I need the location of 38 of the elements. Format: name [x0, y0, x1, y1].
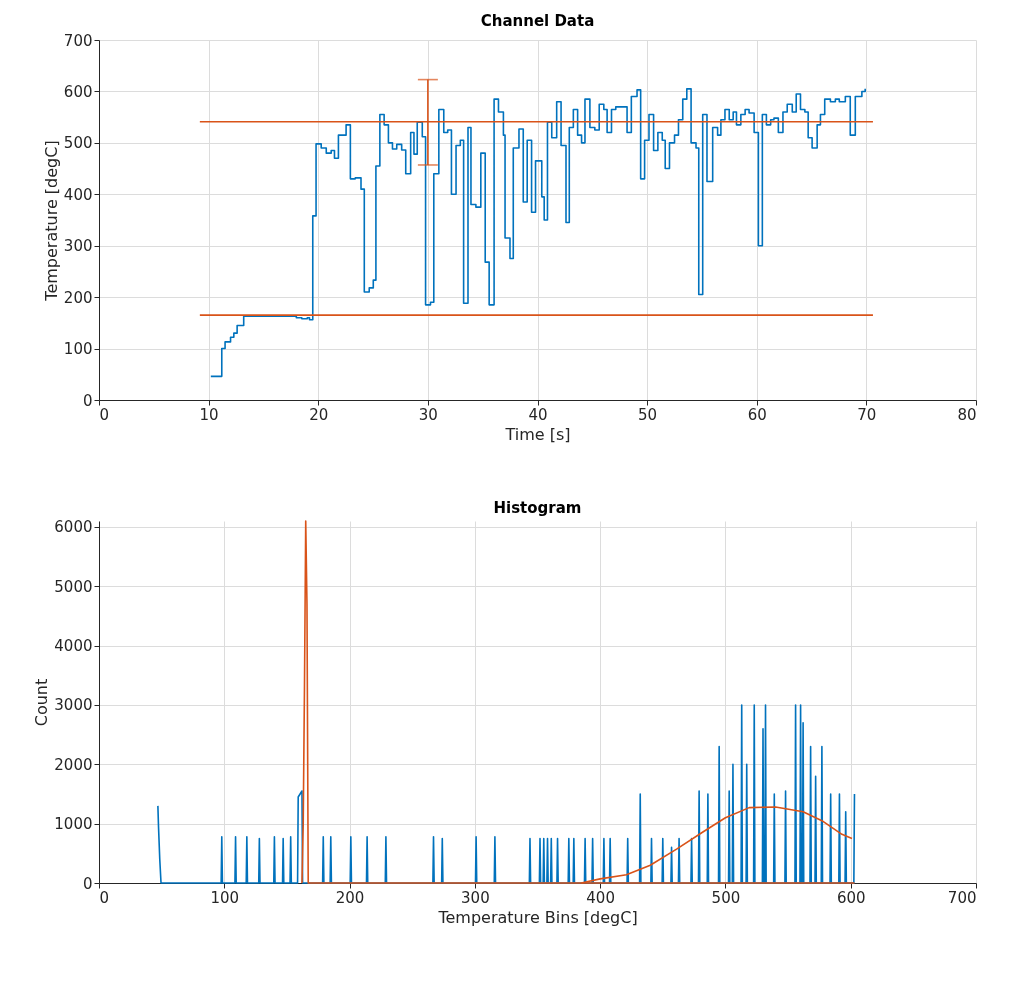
x-tick-label: 300 [461, 888, 490, 907]
x-tick-label: 600 [836, 888, 866, 907]
y-tick-label: 0 [82, 391, 93, 410]
y-axis-title: Temperature [degC] [41, 140, 61, 302]
y-tick-label: 700 [63, 31, 93, 50]
x-axis-title: Temperature Bins [degC] [437, 907, 638, 927]
y-tick-label: 4000 [54, 637, 93, 656]
y-tick-label: 300 [63, 237, 93, 256]
x-tick-label: 40 [528, 405, 548, 424]
x-tick-label: 100 [210, 888, 240, 907]
chart-title: Channel Data [480, 12, 595, 30]
x-tick-label: 10 [199, 405, 219, 424]
y-tick-label: 1000 [54, 815, 93, 834]
x-tick-label: 200 [335, 888, 365, 907]
x-tick-label: 50 [638, 405, 658, 424]
x-tick-label: 20 [309, 405, 329, 424]
y-tick-label: 5000 [54, 577, 93, 596]
x-tick-label: 500 [711, 888, 741, 907]
x-tick-label: 70 [857, 405, 877, 424]
x-tick-label: 700 [947, 888, 977, 907]
y-tick-label: 600 [63, 82, 93, 101]
x-tick-label: 30 [418, 405, 438, 424]
x-tick-label: 60 [747, 405, 767, 424]
y-axis-title: Count [32, 678, 52, 727]
y-tick-label: 400 [63, 185, 93, 204]
x-tick-label: 400 [586, 888, 615, 907]
chart-title: Histogram [493, 498, 582, 517]
x-tick-label: 0 [99, 405, 110, 424]
y-tick-label: 2000 [54, 755, 93, 774]
x-tick-label: 80 [957, 405, 977, 424]
y-tick-label: 6000 [54, 518, 93, 537]
y-tick-label: 500 [63, 134, 93, 153]
y-tick-label: 3000 [54, 696, 93, 715]
x-axis-title: Time [s] [504, 424, 571, 444]
y-tick-label: 200 [63, 288, 93, 307]
x-tick-label: 0 [99, 888, 110, 907]
y-tick-label: 100 [63, 340, 93, 359]
y-tick-label: 0 [82, 874, 93, 893]
